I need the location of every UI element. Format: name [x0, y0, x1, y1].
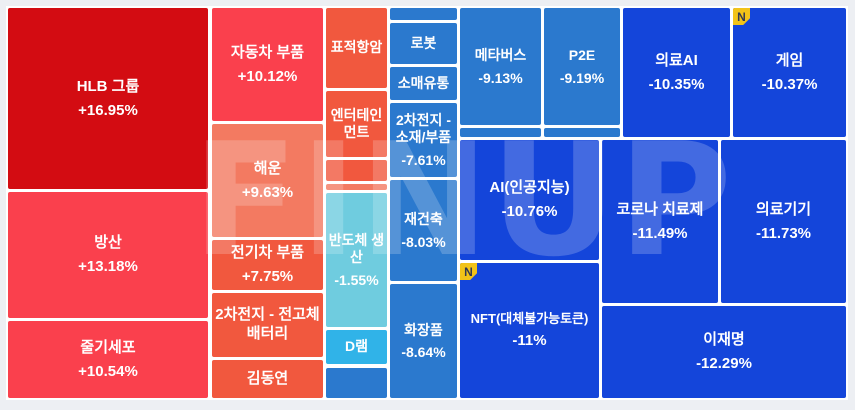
- tile-change: -11.73%: [755, 224, 812, 242]
- tile-change: +13.18%: [78, 258, 138, 276]
- tile-label: 재건축: [404, 211, 443, 228]
- tile-label: NFT(대체불가능토큰): [470, 311, 589, 327]
- tile-battery-materials[interactable]: 2차전지 - 소재/부품 -7.61%: [390, 103, 457, 177]
- tile-label: 방산: [94, 234, 122, 252]
- tile-label: 의료기기: [755, 200, 812, 218]
- tile-change: -10.37%: [761, 75, 818, 93]
- tile-change: -10.35%: [648, 75, 705, 93]
- tile-filler-down[interactable]: [460, 128, 541, 137]
- tile-label: 2차전지 - 전고체 배터리: [215, 306, 320, 342]
- tile-defense[interactable]: 방산 +13.18%: [8, 192, 208, 318]
- tile-filler-down[interactable]: [326, 368, 387, 398]
- tile-lee-jae-myung[interactable]: 이재명 -12.29%: [602, 306, 846, 398]
- tile-change: -7.61%: [401, 151, 446, 168]
- tile-filler-down[interactable]: [390, 8, 457, 20]
- new-badge-icon: N: [733, 8, 750, 25]
- tile-metaverse[interactable]: 메타버스 -9.13%: [460, 8, 541, 125]
- tile-change: -8.03%: [401, 233, 446, 250]
- tile-change: +16.95%: [78, 101, 138, 119]
- tile-label: 게임: [775, 51, 804, 69]
- tile-label: 표적항암: [330, 39, 383, 56]
- tile-semiconductor-production[interactable]: 반도체 생산 -1.55%: [326, 193, 387, 327]
- tile-entertainment[interactable]: 엔터테인먼트: [326, 91, 387, 157]
- tile-change: -1.55%: [334, 271, 379, 288]
- tile-filler-down[interactable]: [544, 128, 620, 137]
- tile-corona-treatment[interactable]: 코로나 치료제 -11.49%: [602, 140, 718, 303]
- tile-label: 로봇: [410, 34, 437, 51]
- tile-label: 김동연: [246, 369, 289, 387]
- tile-change: -8.64%: [401, 344, 446, 361]
- tile-label: 화장품: [404, 321, 443, 338]
- tile-filler-up[interactable]: [326, 184, 387, 190]
- tile-medical-devices[interactable]: 의료기기 -11.73%: [721, 140, 846, 303]
- tile-shipping[interactable]: 해운 +9.63%: [212, 124, 323, 237]
- tile-label: D램: [345, 338, 368, 355]
- tile-label: HLB 그룹: [76, 77, 140, 95]
- tile-label: 엔터테인먼트: [330, 106, 383, 141]
- tile-cosmetics[interactable]: 화장품 -8.64%: [390, 284, 457, 398]
- tile-targeted-anticancer[interactable]: 표적항암: [326, 8, 387, 88]
- tile-ai[interactable]: AI(인공지능) -10.76%: [460, 140, 599, 260]
- tile-hlb-group[interactable]: HLB 그룹 +16.95%: [8, 8, 208, 189]
- tile-reconstruction[interactable]: 재건축 -8.03%: [390, 180, 457, 281]
- tile-label: 자동차 부품: [230, 43, 305, 61]
- tile-label: 해운: [253, 159, 282, 177]
- tile-nft[interactable]: N NFT(대체불가능토큰) -11%: [460, 263, 599, 398]
- tile-kim-dong-yeon[interactable]: 김동연: [212, 360, 323, 398]
- tile-p2e[interactable]: P2E -9.19%: [544, 8, 620, 125]
- tile-change: -11%: [512, 332, 547, 350]
- tile-label: 전기차 부품: [230, 244, 305, 262]
- tile-label: 메타버스: [474, 47, 527, 64]
- tile-change: -10.76%: [501, 203, 558, 221]
- tile-change: +9.63%: [241, 183, 294, 201]
- tile-dram[interactable]: D램: [326, 330, 387, 364]
- tile-medical-ai[interactable]: 의료AI -10.35%: [623, 8, 730, 137]
- tile-solid-state-battery[interactable]: 2차전지 - 전고체 배터리: [212, 293, 323, 357]
- tile-label: 의료AI: [655, 51, 698, 69]
- tile-label: 소매유통: [397, 74, 450, 91]
- tile-label: 이재명: [703, 331, 745, 349]
- tile-change: +10.54%: [78, 362, 138, 380]
- tile-change: +7.75%: [241, 268, 294, 286]
- tile-retail[interactable]: 소매유통: [390, 67, 457, 100]
- tile-change: -12.29%: [696, 355, 752, 373]
- tile-label: AI(인공지능): [489, 179, 570, 197]
- tile-stem-cell[interactable]: 줄기세포 +10.54%: [8, 321, 208, 398]
- tile-change: -9.19%: [559, 69, 605, 86]
- new-badge-icon: N: [460, 263, 477, 280]
- tile-auto-parts[interactable]: 자동차 부품 +10.12%: [212, 8, 323, 121]
- tile-robot[interactable]: 로봇: [390, 23, 457, 64]
- tile-label: 반도체 생산: [328, 231, 385, 266]
- tile-ev-parts[interactable]: 전기차 부품 +7.75%: [212, 240, 323, 290]
- tile-game[interactable]: N 게임 -10.37%: [733, 8, 846, 137]
- tile-label: 줄기세포: [80, 338, 136, 356]
- tile-label: 코로나 치료제: [616, 200, 704, 218]
- tile-change: -11.49%: [632, 224, 688, 242]
- tile-label: P2E: [568, 47, 596, 64]
- tile-change: -9.13%: [478, 69, 523, 86]
- tile-label: 2차전지 - 소재/부품: [395, 111, 452, 146]
- tile-change: +10.12%: [237, 67, 298, 85]
- tile-filler-up[interactable]: [326, 160, 387, 181]
